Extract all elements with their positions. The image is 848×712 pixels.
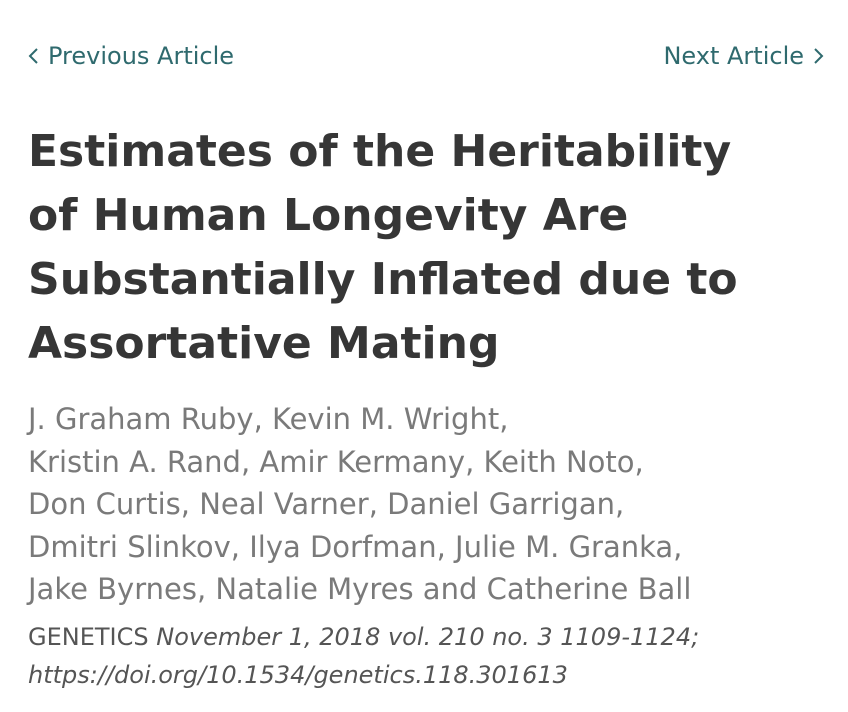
author-list: J. Graham Ruby, Kevin M. Wright, Kristin… bbox=[28, 398, 828, 611]
doi-link[interactable]: https://doi.org/10.1534/genetics.118.301… bbox=[28, 661, 568, 689]
author-line: J. Graham Ruby, Kevin M. Wright, bbox=[28, 402, 509, 436]
article-title: Estimates of the Heritability of Human L… bbox=[28, 120, 828, 376]
title-line: Substantially Inflated due to bbox=[28, 254, 738, 305]
author-line: Dmitri Slinkov, Ilya Dorfman, Julie M. G… bbox=[28, 529, 683, 564]
next-article-label: Next Article bbox=[663, 42, 804, 70]
citation: GENETICS November 1, 2018 vol. 210 no. 3… bbox=[28, 618, 828, 694]
author-line: Don Curtis, Neal Varner, Daniel Garrigan… bbox=[28, 487, 625, 521]
title-line: Estimates of the Heritability bbox=[28, 126, 732, 177]
author-line: Jake Byrnes, Natalie Myres and Catherine… bbox=[28, 572, 692, 606]
chevron-left-icon bbox=[28, 47, 39, 65]
next-article-link[interactable]: Next Article bbox=[663, 38, 824, 74]
article-navigation: Previous Article Next Article bbox=[28, 38, 824, 74]
journal-name: GENETICS bbox=[28, 623, 149, 651]
publication-details: November 1, 2018 vol. 210 no. 3 1109-112… bbox=[156, 623, 700, 651]
previous-article-link[interactable]: Previous Article bbox=[28, 38, 234, 74]
previous-article-label: Previous Article bbox=[48, 42, 235, 70]
citation-line: GENETICS November 1, 2018 vol. 210 no. 3… bbox=[28, 618, 828, 656]
title-line: Assortative Mating bbox=[28, 318, 500, 369]
author-line: Kristin A. Rand, Amir Kermany, Keith Not… bbox=[28, 444, 644, 479]
title-line: of Human Longevity Are bbox=[28, 190, 629, 241]
chevron-right-icon bbox=[813, 47, 824, 65]
